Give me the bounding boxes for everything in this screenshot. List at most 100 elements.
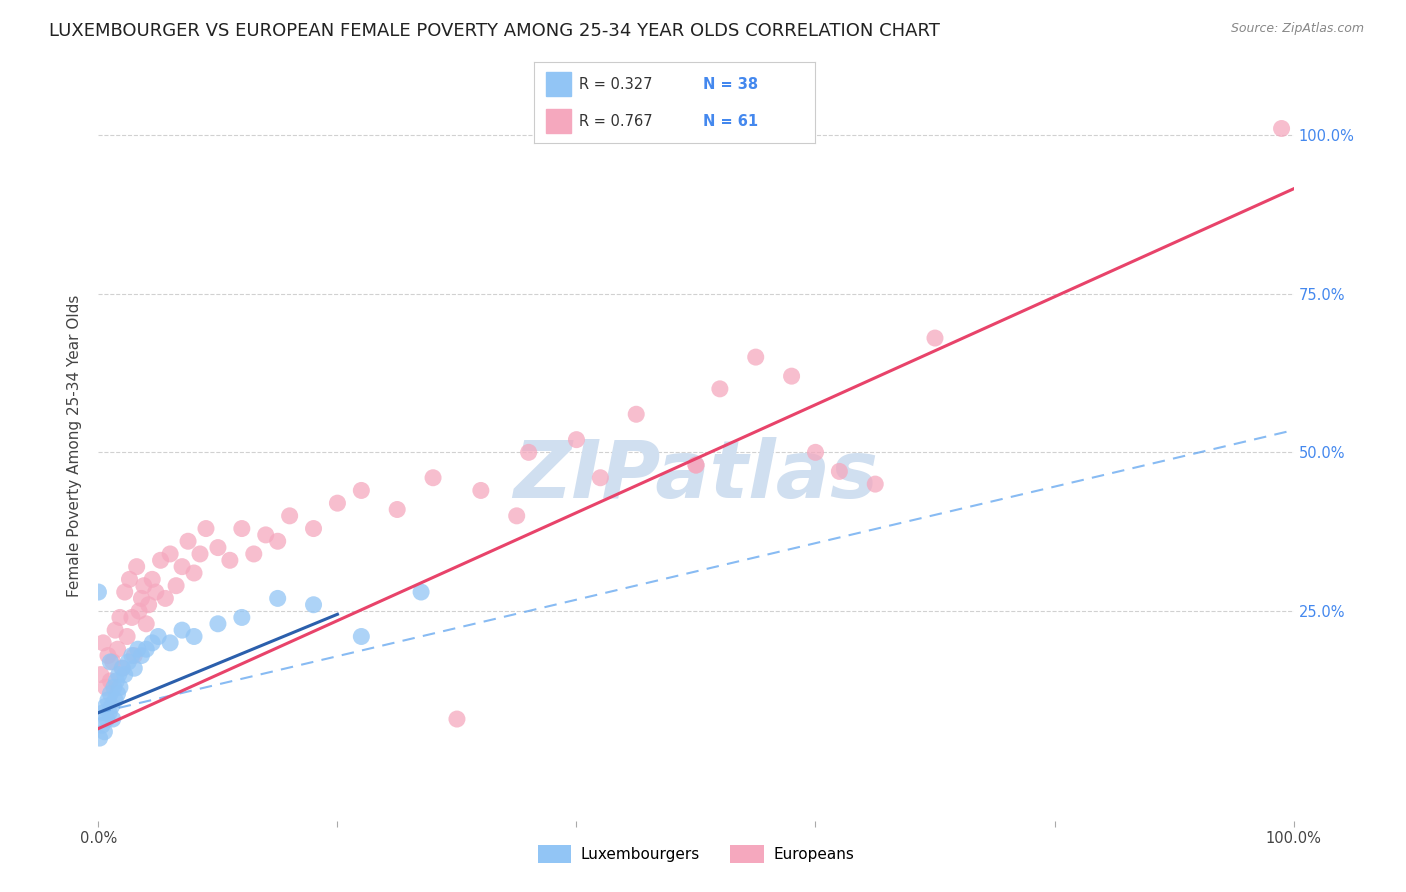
Point (141, 572, 163, 586)
Point (470, 483, 492, 498)
Point (135, 616, 157, 631)
Point (207, 541, 229, 555)
Point (98, 687, 122, 701)
Point (231, 610, 253, 624)
Point (745, 350, 768, 364)
Point (141, 636, 163, 650)
Point (107, 687, 129, 701)
Point (685, 458, 707, 472)
Point (125, 559, 148, 574)
Point (115, 630, 138, 644)
Point (183, 630, 205, 644)
Point (104, 623, 127, 637)
Point (128, 604, 150, 618)
Text: N = 61: N = 61 (703, 113, 758, 128)
Point (124, 648, 146, 663)
Point (149, 553, 172, 567)
Point (107, 667, 129, 681)
Point (278, 508, 301, 523)
Text: LUXEMBOURGER VS EUROPEAN FEMALE POVERTY AMONG 25-34 YEAR OLDS CORRELATION CHART: LUXEMBOURGER VS EUROPEAN FEMALE POVERTY … (49, 22, 941, 40)
Point (138, 598, 160, 612)
Point (267, 591, 290, 606)
Point (350, 630, 373, 644)
Point (124, 661, 146, 675)
FancyBboxPatch shape (546, 109, 571, 133)
Point (326, 496, 349, 510)
Point (626, 407, 648, 421)
Point (446, 712, 468, 726)
Point (118, 572, 141, 586)
Point (924, 331, 946, 345)
Legend: Luxembourgers, Europeans: Luxembourgers, Europeans (531, 839, 860, 869)
Point (97, 648, 120, 663)
Point (165, 579, 187, 593)
Point (114, 585, 136, 599)
Y-axis label: Female Poverty Among 25-34 Year Olds: Female Poverty Among 25-34 Year Olds (67, 295, 83, 597)
Point (302, 598, 325, 612)
Point (254, 528, 277, 542)
Point (104, 693, 127, 707)
Point (100, 699, 122, 714)
Text: N = 38: N = 38 (703, 77, 758, 92)
Point (121, 610, 143, 624)
Point (131, 648, 153, 663)
Point (172, 559, 194, 574)
Point (135, 642, 157, 657)
Point (121, 648, 143, 663)
Point (108, 610, 131, 624)
Text: R = 0.767: R = 0.767 (579, 113, 652, 128)
Point (105, 673, 128, 688)
Point (93, 724, 115, 739)
Point (231, 522, 253, 536)
Point (1271, 121, 1294, 136)
Point (709, 382, 731, 396)
Point (183, 566, 205, 580)
Point (195, 522, 218, 536)
Point (97, 693, 120, 707)
Point (101, 655, 124, 669)
Point (98, 655, 122, 669)
Point (96, 712, 118, 726)
Point (108, 681, 131, 695)
Point (159, 547, 181, 561)
FancyBboxPatch shape (546, 72, 571, 96)
Point (94, 681, 117, 695)
Point (131, 591, 153, 606)
Point (90, 667, 112, 681)
Point (506, 508, 529, 523)
Point (127, 642, 149, 657)
Point (98, 706, 121, 720)
Text: ZIPatlas: ZIPatlas (513, 437, 879, 515)
Point (172, 623, 194, 637)
Point (517, 445, 540, 459)
Point (685, 458, 707, 472)
Text: R = 0.327: R = 0.327 (579, 77, 652, 92)
Point (780, 369, 803, 384)
Point (385, 502, 409, 516)
Point (207, 616, 229, 631)
Point (219, 553, 242, 567)
Point (145, 585, 167, 599)
Point (177, 534, 200, 549)
Point (103, 681, 125, 695)
Point (589, 471, 612, 485)
Point (159, 636, 181, 650)
Point (804, 445, 827, 459)
Point (267, 534, 290, 549)
Point (87, 585, 110, 599)
Point (422, 471, 444, 485)
Point (350, 483, 373, 498)
Point (101, 712, 124, 726)
Point (132, 579, 155, 593)
Point (107, 642, 129, 657)
Point (89, 731, 111, 745)
Point (111, 661, 134, 675)
Point (188, 547, 211, 561)
Text: Source: ZipAtlas.com: Source: ZipAtlas.com (1230, 22, 1364, 36)
Point (111, 661, 134, 675)
Point (828, 464, 851, 478)
Point (411, 585, 433, 599)
Point (91, 718, 114, 732)
Point (98, 673, 122, 688)
Point (865, 477, 887, 491)
